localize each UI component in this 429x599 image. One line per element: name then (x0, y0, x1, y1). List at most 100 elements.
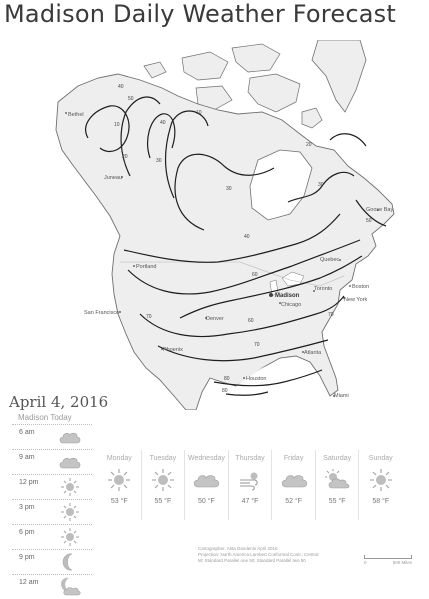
day-card: Monday 53 °F (98, 450, 141, 520)
day-temp: 50 °F (198, 498, 215, 505)
day-temp: 52 °F (285, 498, 302, 505)
forecast-date: April 4, 2016 (9, 393, 109, 411)
hour-label: 12 am (19, 579, 39, 586)
sun-icon (151, 469, 174, 491)
gulf-of-mexico (236, 358, 320, 396)
arctic-island (301, 107, 323, 129)
hourly-row: 3 pm (12, 499, 92, 524)
city-label-denver: Denver (206, 316, 224, 322)
moon-icon (62, 553, 73, 571)
isotherm-label: 70 (146, 314, 152, 320)
isotherm-label: 50 (366, 218, 372, 224)
isotherms (85, 96, 387, 396)
city-dot (377, 209, 379, 211)
isotherm-label: 60 (248, 318, 254, 324)
hourly-row: 9 am (12, 449, 92, 474)
isotherm-label: 70 (254, 342, 260, 348)
day-card: Tuesday 55 °F (140, 450, 185, 520)
map-credits: Cartographer: Akta Dandenni April 2016 P… (198, 546, 319, 564)
cloud-icon (59, 457, 81, 469)
city-dot (313, 290, 315, 292)
scale-bar-line (364, 555, 412, 559)
city-dot (349, 285, 351, 287)
weekly-forecast: Monday 53 °F Tuesday 55 °F Wednesday 50 … (98, 450, 402, 520)
isotherm-label: 80 (222, 388, 228, 394)
isotherm-label: 30 (226, 186, 232, 192)
sun-icon (61, 503, 79, 521)
day-temp: 55 °F (328, 498, 346, 505)
city-dot (133, 265, 135, 267)
day-name: Monday (106, 455, 132, 462)
hudson-bay (249, 149, 313, 221)
city-dot (161, 348, 163, 350)
day-temp: 58 °F (372, 498, 390, 505)
city-dot (302, 351, 304, 353)
day-temp: 47 °F (241, 498, 259, 505)
city-dot (343, 297, 345, 299)
hourly-row: 6 am (12, 424, 92, 449)
city-label-houston: Houston (246, 376, 267, 382)
credit-line: Cartographer: Akta Dandenni April 2016 (198, 546, 278, 551)
isotherm-labels: 40 10 20 50 30 40 10 20 30 30 50 40 60 7… (114, 84, 372, 394)
scale-label-end: 500 Miles (392, 560, 412, 565)
city-label-goose-bay: Goose Bay (366, 207, 393, 213)
arctic-island (231, 43, 281, 73)
hourly-row: 6 pm (12, 524, 92, 549)
city-label-portland: Portland (136, 264, 157, 270)
day-name: Sunday (368, 455, 393, 462)
cloud-icon (194, 475, 220, 488)
city-dot (333, 395, 335, 397)
hour-label: 6 am (19, 429, 35, 436)
city-labels: Bethel Juneau Goose Bay Portland Quebec … (68, 112, 393, 399)
cloud-icon (59, 432, 81, 444)
sun-icon (108, 469, 131, 491)
city-dot (269, 293, 273, 297)
day-name: Saturday (323, 455, 352, 462)
city-dot (279, 302, 281, 304)
isotherm-label: 40 (160, 120, 166, 126)
sun-icon (61, 528, 79, 546)
city-label-chicago: Chicago (281, 302, 301, 308)
day-name: Wednesday (188, 455, 225, 462)
isotherm-label: 10 (114, 122, 120, 128)
city-dot (243, 377, 245, 379)
hourly-forecast: 6 am 9 am 12 pm 3 pm 6 pm 9 pm (12, 424, 92, 599)
city-dot (205, 317, 207, 319)
city-markers (65, 112, 379, 397)
wind-icon (240, 472, 258, 491)
sun-cloud-icon (325, 469, 350, 489)
arctic-island (181, 51, 229, 81)
city-dot (339, 259, 341, 261)
day-name: Thursday (235, 455, 265, 462)
hour-label: 9 pm (19, 554, 35, 561)
hour-label: 3 pm (19, 504, 35, 511)
day-card: Sunday 58 °F (358, 450, 402, 520)
today-heading: Madison Today (18, 413, 72, 422)
day-card: Thursday 47 °F (227, 450, 272, 520)
city-dot (65, 112, 67, 114)
city-label-madison: Madison (275, 293, 300, 299)
isotherm-label: 70 (328, 312, 334, 318)
city-dot (119, 311, 121, 313)
isotherm-label: 40 (244, 234, 250, 240)
hour-label: 9 am (19, 454, 35, 461)
city-label-boston: Boston (352, 284, 369, 290)
sun-icon (369, 469, 392, 491)
day-card: Wednesday 50 °F (184, 450, 228, 520)
scale-label-start: 0 (364, 560, 367, 565)
city-label-toronto: Toronto (314, 286, 332, 292)
city-label-san-francisco: San Francisco (84, 310, 119, 316)
isotherm-label: 30 (318, 182, 324, 188)
isotherm-label: 10 (196, 110, 202, 116)
credit-line: W; Standard Parallel one 50; Standard Pa… (198, 558, 306, 563)
day-name: Tuesday (149, 455, 177, 462)
day-name: Friday (283, 455, 304, 462)
national-border (120, 261, 345, 287)
arctic-island (195, 85, 233, 111)
city-label-miami: Miami (334, 393, 349, 399)
north-america-landmass (55, 73, 395, 410)
arctic-island (247, 73, 301, 113)
moon-cloud-icon (61, 577, 81, 596)
city-label-phoenix: Phoenix (163, 347, 183, 353)
greenland (311, 40, 367, 113)
